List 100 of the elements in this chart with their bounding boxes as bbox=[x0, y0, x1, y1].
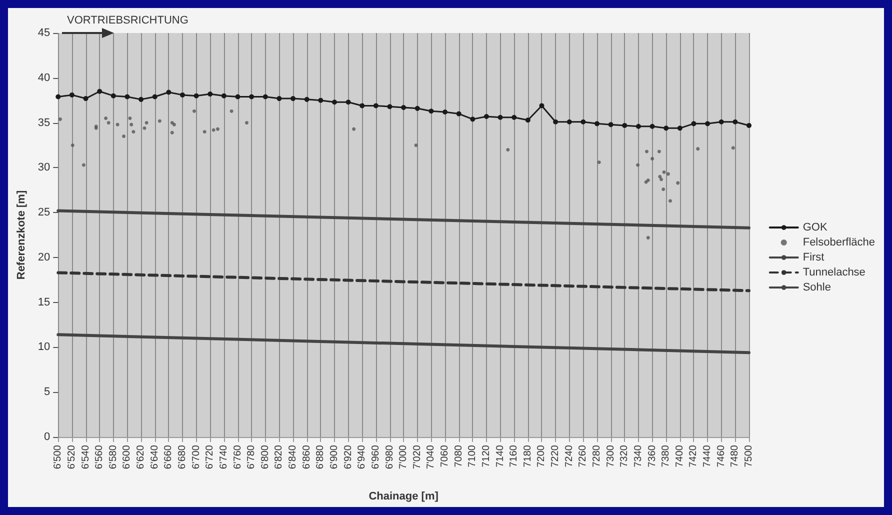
x-tick-label: 7240 bbox=[564, 444, 575, 468]
point bbox=[212, 128, 216, 132]
point bbox=[142, 126, 146, 130]
point bbox=[166, 90, 172, 95]
point bbox=[202, 130, 206, 134]
point bbox=[192, 109, 196, 113]
point bbox=[69, 92, 74, 98]
point bbox=[597, 160, 601, 164]
point bbox=[525, 118, 530, 123]
point bbox=[660, 178, 664, 182]
point bbox=[401, 105, 406, 110]
point bbox=[360, 103, 365, 108]
point bbox=[506, 148, 510, 152]
point bbox=[666, 172, 670, 176]
point bbox=[124, 94, 130, 100]
x-tick-label: 7400 bbox=[674, 444, 686, 468]
x-tick-label: 6'660 bbox=[163, 444, 174, 470]
point bbox=[221, 93, 226, 98]
point bbox=[262, 94, 268, 100]
x-tick-label: 6'500 bbox=[52, 444, 64, 470]
x-tick-label: 6'740 bbox=[218, 444, 230, 470]
x-tick-label: 7060 bbox=[440, 444, 451, 468]
x-tick-label: 6'960 bbox=[370, 444, 382, 470]
point bbox=[318, 98, 324, 103]
legend-label: Felsoberfläche bbox=[802, 236, 876, 248]
point bbox=[332, 100, 337, 105]
x-tick-label: 6'700 bbox=[190, 444, 202, 470]
point bbox=[208, 92, 213, 97]
point bbox=[152, 94, 158, 100]
x-tick-label: 7420 bbox=[688, 444, 700, 468]
point bbox=[244, 121, 248, 125]
x-tick-label: 7220 bbox=[550, 444, 562, 468]
point bbox=[594, 121, 600, 126]
point bbox=[662, 170, 666, 174]
y-tick-label: 5 bbox=[44, 386, 50, 398]
point bbox=[608, 122, 614, 128]
x-tick-label: 7500 bbox=[744, 444, 754, 468]
point bbox=[428, 108, 434, 114]
point bbox=[456, 111, 462, 116]
legend-label: Sohle bbox=[802, 282, 831, 294]
x-tick-label: 7140 bbox=[494, 444, 506, 468]
x-tick-label: 6'600 bbox=[122, 444, 133, 470]
y-tick-label: 40 bbox=[38, 72, 50, 84]
x-tick-label: 7'040 bbox=[426, 444, 437, 470]
x-tick-label: 7280 bbox=[592, 444, 603, 468]
x-tick-label: 7'020 bbox=[412, 444, 423, 470]
point bbox=[650, 156, 654, 160]
point bbox=[194, 93, 199, 98]
point bbox=[132, 130, 136, 134]
point bbox=[249, 94, 254, 100]
legend-label: GOK bbox=[802, 222, 828, 234]
x-tick-label: 6'840 bbox=[288, 444, 299, 470]
x-tick-label: 7'000 bbox=[398, 444, 410, 470]
point bbox=[622, 122, 628, 128]
x-tick-label: 6'540 bbox=[80, 444, 92, 470]
point bbox=[553, 119, 558, 124]
x-tick-label: 6'900 bbox=[328, 444, 340, 470]
point bbox=[414, 143, 418, 147]
point bbox=[677, 126, 682, 131]
point bbox=[216, 127, 220, 131]
point bbox=[276, 96, 282, 102]
point bbox=[512, 114, 517, 120]
point bbox=[373, 103, 378, 108]
point bbox=[138, 96, 144, 102]
y-tick-label: 10 bbox=[38, 341, 50, 354]
x-tick-label: 7360 bbox=[646, 444, 658, 468]
point bbox=[662, 187, 666, 191]
x-axis-title: Chainage [m] bbox=[368, 490, 439, 502]
x-tick-label: 7120 bbox=[480, 444, 492, 468]
x-tick-label: 6'780 bbox=[246, 444, 258, 470]
point bbox=[130, 122, 134, 126]
point bbox=[106, 121, 110, 125]
x-tick-label: 6'760 bbox=[232, 444, 244, 470]
point bbox=[645, 150, 648, 154]
x-tick-label: 6'980 bbox=[384, 444, 396, 470]
point bbox=[636, 163, 640, 167]
y-tick-label: 35 bbox=[38, 116, 50, 129]
point bbox=[230, 109, 234, 113]
point bbox=[56, 94, 61, 100]
point bbox=[82, 163, 86, 167]
x-tick-label: 6'620 bbox=[136, 444, 147, 470]
point bbox=[97, 88, 102, 94]
x-tick-label: 6'580 bbox=[108, 444, 119, 470]
legend-label: First bbox=[802, 252, 824, 264]
point bbox=[352, 127, 356, 131]
x-tick-label: 6'940 bbox=[356, 444, 368, 470]
legend-label: Tunnelachse bbox=[802, 266, 866, 278]
x-tick-label: 7460 bbox=[716, 444, 727, 468]
point bbox=[539, 103, 544, 108]
point bbox=[566, 119, 572, 124]
point bbox=[346, 100, 351, 105]
point bbox=[580, 119, 586, 124]
y-tick-label: 15 bbox=[38, 296, 50, 308]
x-tick-label: 7080 bbox=[453, 444, 464, 468]
x-tick-label: 7200 bbox=[536, 444, 548, 468]
x-tick-label: 6'720 bbox=[204, 444, 216, 470]
point bbox=[691, 121, 696, 126]
point bbox=[664, 126, 669, 131]
x-tick-label: 7340 bbox=[632, 444, 644, 468]
y-tick-label: 45 bbox=[38, 27, 50, 39]
